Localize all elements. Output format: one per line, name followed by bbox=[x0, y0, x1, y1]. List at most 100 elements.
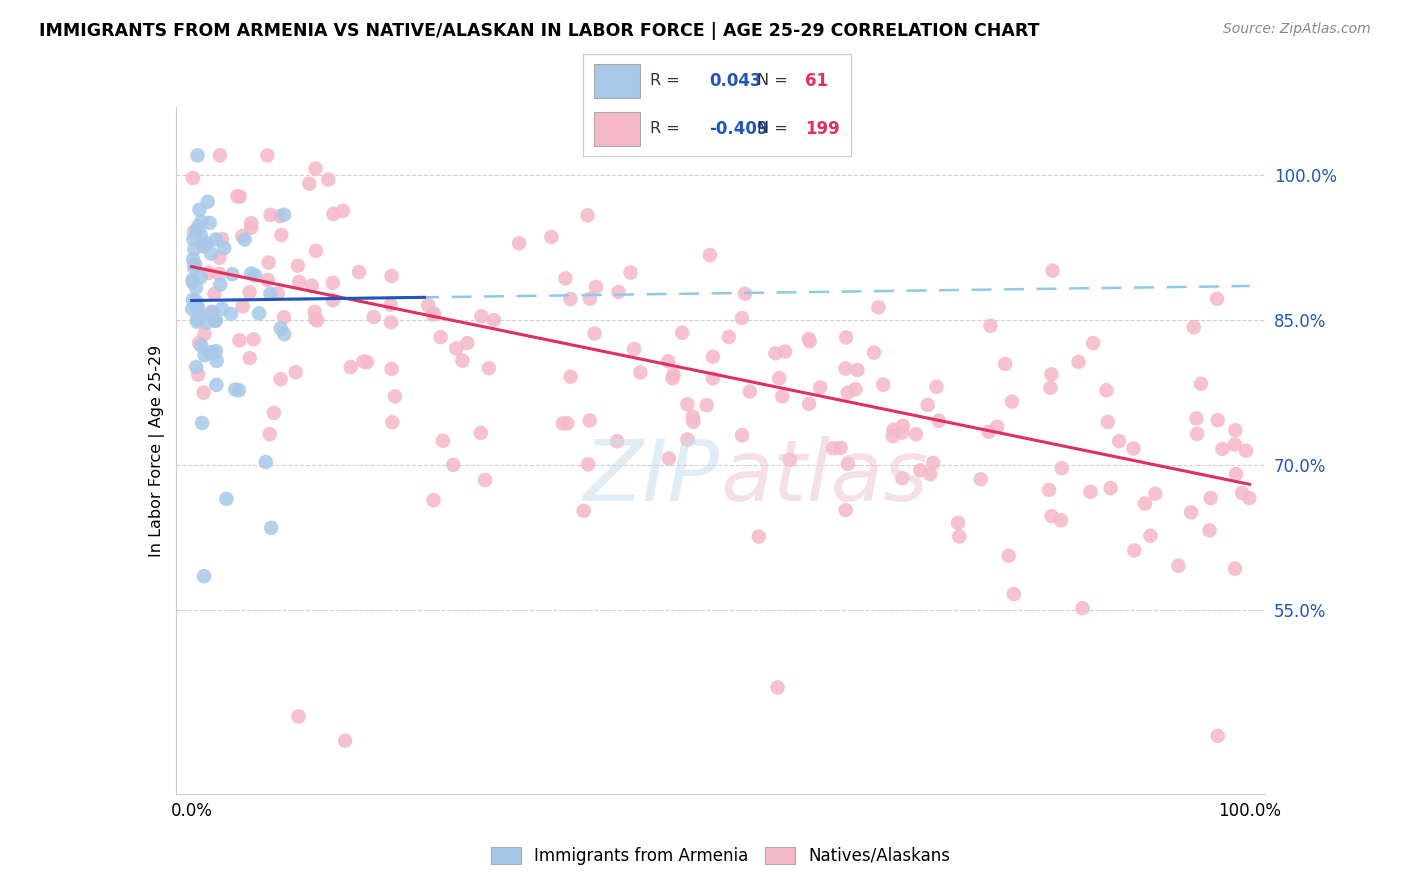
Point bbox=[868, 301, 890, 315]
Point bbox=[183, 232, 205, 246]
Point bbox=[863, 345, 886, 359]
Point bbox=[1223, 561, 1246, 575]
Point bbox=[333, 733, 356, 747]
Point bbox=[301, 278, 323, 293]
Point bbox=[1167, 558, 1189, 573]
Point bbox=[834, 503, 856, 517]
Point bbox=[977, 425, 1000, 439]
Point bbox=[184, 280, 207, 294]
Point bbox=[205, 232, 228, 246]
Point bbox=[211, 301, 233, 316]
Point bbox=[263, 406, 285, 420]
Point bbox=[770, 389, 793, 403]
Point bbox=[209, 277, 232, 292]
Text: Source: ZipAtlas.com: Source: ZipAtlas.com bbox=[1223, 22, 1371, 37]
Point bbox=[1067, 355, 1090, 369]
Point bbox=[997, 549, 1019, 563]
Point bbox=[606, 434, 628, 449]
Point bbox=[928, 414, 950, 428]
Text: 0.043: 0.043 bbox=[709, 71, 762, 90]
Point bbox=[628, 366, 651, 380]
Point bbox=[423, 307, 446, 321]
Point bbox=[184, 359, 207, 374]
Point bbox=[257, 255, 280, 269]
Point bbox=[287, 259, 309, 273]
Point bbox=[191, 239, 214, 253]
Point bbox=[228, 383, 250, 397]
Point bbox=[1123, 543, 1146, 558]
Point bbox=[1206, 292, 1229, 306]
Point bbox=[181, 301, 204, 316]
Point bbox=[422, 493, 444, 508]
Point bbox=[204, 313, 226, 327]
Point bbox=[284, 365, 307, 379]
Point bbox=[287, 709, 309, 723]
Point bbox=[233, 233, 256, 247]
Point bbox=[1097, 415, 1119, 429]
Point bbox=[766, 681, 789, 695]
Point bbox=[190, 270, 212, 285]
Point bbox=[844, 382, 866, 396]
Point bbox=[1139, 529, 1161, 543]
Point bbox=[228, 190, 250, 204]
Point bbox=[554, 271, 576, 285]
Point bbox=[572, 504, 595, 518]
Point bbox=[307, 313, 329, 327]
Point bbox=[353, 354, 375, 368]
Point bbox=[910, 463, 932, 477]
Point bbox=[270, 227, 292, 242]
Point bbox=[765, 346, 787, 360]
Text: 199: 199 bbox=[806, 120, 839, 138]
Point bbox=[925, 380, 948, 394]
Text: R =: R = bbox=[650, 73, 681, 88]
Point bbox=[381, 362, 404, 376]
Point bbox=[583, 326, 606, 341]
Point bbox=[187, 368, 209, 382]
Point bbox=[1038, 483, 1060, 497]
Point bbox=[205, 377, 228, 392]
Point bbox=[738, 384, 761, 399]
Point bbox=[1081, 336, 1104, 351]
Point bbox=[1225, 423, 1247, 437]
Point bbox=[1211, 442, 1233, 456]
Point bbox=[339, 359, 361, 374]
Point bbox=[186, 223, 208, 237]
Point bbox=[1133, 497, 1156, 511]
Point bbox=[322, 207, 344, 221]
Point bbox=[190, 215, 212, 229]
Point bbox=[183, 242, 205, 256]
Point bbox=[269, 209, 291, 223]
Point bbox=[662, 368, 685, 382]
Point bbox=[243, 268, 266, 283]
Point bbox=[891, 471, 914, 485]
Point bbox=[1239, 491, 1261, 505]
Point bbox=[183, 260, 205, 275]
Point bbox=[1182, 320, 1205, 334]
Legend: Immigrants from Armenia, Natives/Alaskans: Immigrants from Armenia, Natives/Alaskan… bbox=[484, 840, 957, 871]
Point bbox=[946, 516, 969, 530]
Point bbox=[188, 335, 211, 350]
Point bbox=[184, 257, 207, 271]
Point bbox=[444, 342, 467, 356]
Point bbox=[830, 441, 852, 455]
Point bbox=[181, 293, 204, 307]
Point bbox=[231, 229, 253, 244]
Point bbox=[846, 363, 869, 377]
Point bbox=[717, 330, 740, 344]
Point bbox=[198, 216, 221, 230]
Point bbox=[456, 336, 478, 351]
Point bbox=[676, 433, 699, 447]
Point bbox=[470, 425, 492, 440]
Point bbox=[696, 398, 718, 412]
Point bbox=[1234, 443, 1257, 458]
Point bbox=[429, 330, 451, 344]
Point bbox=[242, 332, 264, 346]
Point bbox=[219, 307, 242, 321]
Point bbox=[273, 208, 295, 222]
Point bbox=[1230, 486, 1253, 500]
Point bbox=[734, 286, 756, 301]
Point bbox=[193, 326, 215, 341]
Point bbox=[190, 308, 212, 322]
Point bbox=[578, 413, 600, 427]
Point bbox=[560, 369, 582, 384]
